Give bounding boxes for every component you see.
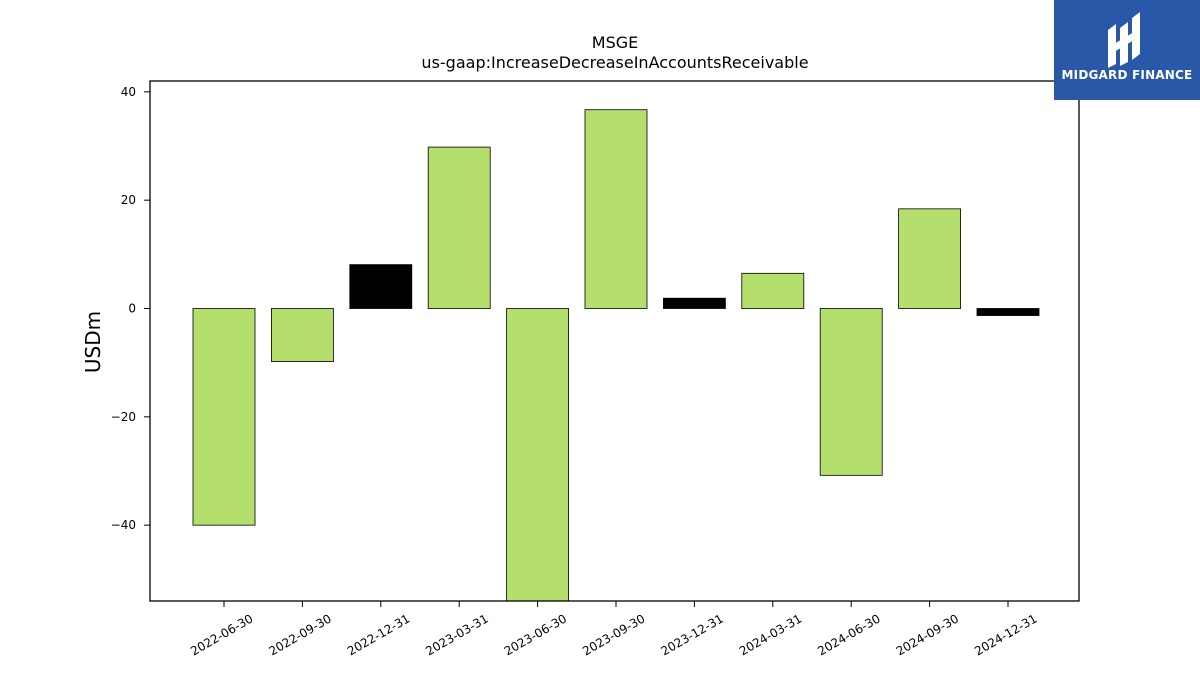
x-tick-label: 2024-12-31 [972,611,1039,658]
plot-frame [149,80,1080,602]
y-tick-label: 40 [121,85,136,99]
x-tick-label: 2024-03-31 [737,611,804,658]
bar-2023-06-30 [506,308,570,602]
y-axis-label: USDm [81,311,105,373]
chart-subtitle: us-gaap:IncreaseDecreaseInAccountsReceiv… [421,53,808,72]
x-tick-label: 2023-03-31 [423,611,490,658]
y-tick-label: 20 [121,193,136,207]
y-tick-label: −40 [111,518,136,532]
bar-2023-12-31 [663,297,726,309]
y-tick-label: 0 [128,302,136,316]
bars-group [192,109,1040,602]
x-tick-label: 2024-06-30 [815,611,882,658]
y-tick-label: −20 [111,410,136,424]
bar-2024-03-31 [741,272,805,309]
x-axis-ticks: 2022-06-30 2022-09-30 2022-12-31 2023-03-31… [188,601,1040,658]
bar-2022-12-31 [349,264,413,309]
bar-2024-09-30 [898,208,961,309]
x-tick-label: 2022-06-30 [188,611,255,658]
bar-2022-09-30 [270,308,334,362]
x-tick-label: 2024-09-30 [894,611,961,658]
brand-name: MIDGARD FINANCE [1061,68,1193,82]
y-axis-ticks: 40 20 0 −20 −40 [111,85,150,532]
chart-title: MSGE [592,33,638,52]
bar-2022-06-30 [192,308,256,526]
brand-logo: MIDGARD FINANCE [1054,0,1200,100]
x-tick-label: 2023-09-30 [580,611,647,658]
x-tick-label: 2023-06-30 [502,611,569,658]
bar-2023-09-30 [584,109,648,309]
x-tick-label: 2022-12-31 [345,611,412,658]
x-tick-label: 2023-12-31 [658,611,725,658]
bar-2023-03-31 [427,146,491,309]
x-tick-label: 2022-09-30 [266,611,333,658]
bar-2024-12-31 [976,308,1040,316]
bar-2024-06-30 [819,308,883,476]
midgard-logo-icon [1108,12,1140,68]
